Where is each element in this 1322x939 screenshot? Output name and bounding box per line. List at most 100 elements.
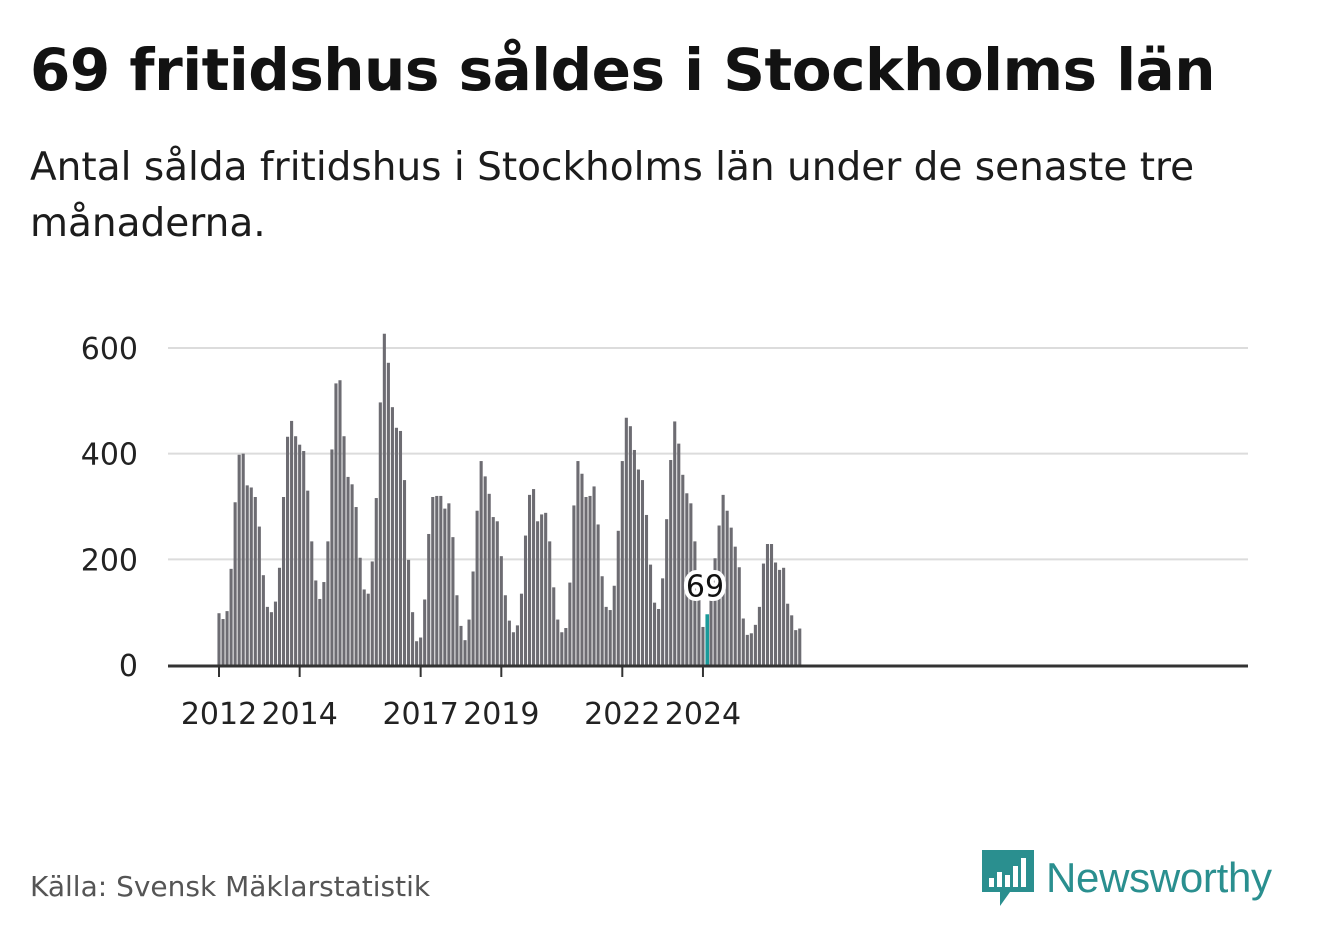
- bar: [616, 530, 620, 665]
- bar: [782, 567, 786, 665]
- chart-subtitle: Antal sålda fritidshus i Stockholms län …: [30, 145, 1195, 246]
- bar: [572, 505, 576, 665]
- bar: [439, 495, 443, 665]
- bar: [657, 608, 661, 665]
- bar: [713, 558, 717, 665]
- bar: [253, 496, 257, 665]
- bar: [394, 427, 399, 665]
- highlight-value-label: 69: [686, 569, 724, 604]
- bar: [398, 430, 403, 665]
- bar: [411, 612, 415, 665]
- bar: [241, 453, 245, 665]
- bar-highlight: [705, 614, 710, 665]
- bar: [338, 380, 342, 665]
- gridlines: [168, 347, 1248, 561]
- bar: [769, 544, 774, 665]
- x-tick-label: 2022: [584, 697, 660, 732]
- bar: [269, 612, 273, 665]
- bar: [556, 619, 560, 665]
- bar: [326, 541, 330, 665]
- bar: [495, 521, 499, 665]
- y-tick-label: 600: [81, 332, 138, 367]
- bar: [350, 484, 354, 665]
- bar: [286, 436, 290, 665]
- bar: [386, 362, 390, 665]
- x-tick-label: 2019: [463, 697, 539, 732]
- bar: [624, 417, 628, 665]
- bar: [608, 610, 612, 665]
- bar: [648, 564, 653, 665]
- bar: [685, 493, 689, 665]
- bar: [753, 624, 757, 665]
- bar: [765, 544, 770, 665]
- bar: [423, 599, 427, 665]
- bar: [653, 602, 657, 665]
- bar: [273, 601, 278, 665]
- bar: [463, 640, 467, 665]
- bar: [794, 630, 798, 665]
- bar: [532, 489, 536, 665]
- bar: [592, 486, 596, 665]
- x-tick-label: 2024: [665, 697, 741, 732]
- bar: [745, 634, 749, 665]
- bar: [294, 436, 298, 665]
- bar: [314, 580, 318, 665]
- bar: [378, 402, 382, 665]
- bar: [600, 576, 604, 665]
- bar: [435, 495, 439, 665]
- bar: [334, 383, 338, 665]
- bar: [507, 620, 511, 665]
- bar: [612, 585, 616, 665]
- y-tick-label: 400: [81, 438, 138, 473]
- bar: [225, 611, 229, 665]
- bar: [798, 628, 802, 665]
- bar: [354, 507, 358, 665]
- x-tick-label: 2017: [382, 697, 458, 732]
- bar: [536, 521, 540, 665]
- source-credit: Källa: Svensk Mäklarstatistik: [30, 870, 431, 903]
- bar: [725, 510, 729, 665]
- bar: [721, 494, 725, 665]
- bar: [515, 625, 519, 665]
- bar: [415, 641, 419, 665]
- bar: [499, 556, 503, 665]
- newsworthy-logo-icon: [982, 850, 1034, 906]
- bar: [693, 541, 697, 665]
- bar: [217, 613, 221, 665]
- bar: [237, 454, 241, 665]
- bar: [527, 494, 532, 665]
- bar: [390, 407, 394, 665]
- bar: [374, 498, 378, 665]
- bar: [761, 563, 766, 665]
- bar: [322, 582, 326, 665]
- bar: [596, 524, 600, 665]
- y-tick-label: 200: [81, 543, 138, 578]
- bar: [632, 449, 636, 665]
- bar: [568, 582, 572, 665]
- bar: [302, 451, 306, 665]
- bar: [717, 525, 721, 665]
- bar: [540, 514, 544, 665]
- bars: [217, 333, 802, 665]
- bar: [544, 512, 548, 665]
- bar: [774, 562, 778, 665]
- bar: [471, 571, 475, 665]
- bar: [669, 460, 673, 665]
- bar: [281, 496, 286, 665]
- bar: [741, 618, 745, 665]
- bar: [552, 587, 556, 665]
- bar: [786, 603, 790, 665]
- bar: [665, 519, 669, 665]
- bar: [733, 546, 737, 665]
- brand-logo: Newsworthy: [980, 848, 1272, 908]
- bar: [749, 633, 753, 665]
- highlight-label-halo: 69: [686, 569, 724, 604]
- bar: [362, 589, 366, 665]
- bar: [310, 541, 314, 665]
- bar: [644, 514, 649, 665]
- bar: [491, 517, 495, 665]
- bar: [790, 615, 794, 665]
- bar: [729, 527, 733, 665]
